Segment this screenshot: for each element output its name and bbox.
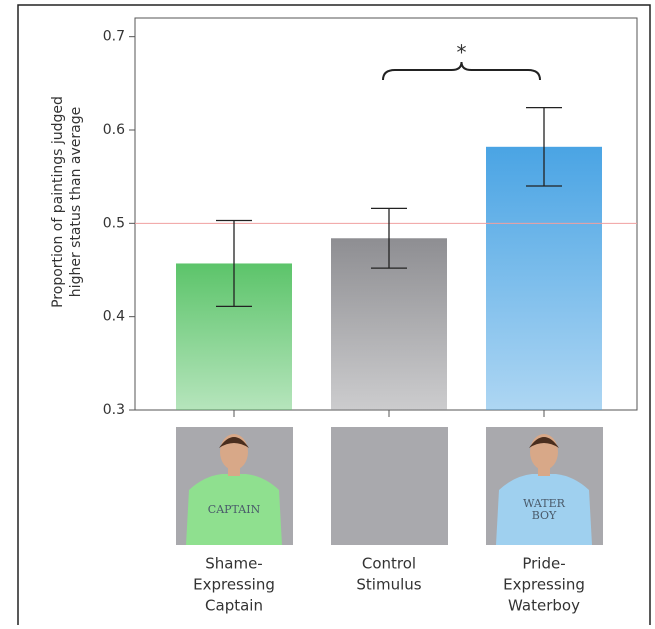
chart: 0.3 0.4 0.5 0.6 0.7 Proportion of paintings j…	[0, 0, 655, 625]
y-axis-label: Proportion of paintings judged	[50, 96, 66, 308]
x-tick-label: Control	[362, 555, 416, 573]
x-tick-label: Expressing	[193, 576, 275, 594]
y-tick-label: 0.4	[103, 309, 125, 325]
x-tick-label: Stimulus	[356, 576, 421, 594]
y-tick-label: 0.7	[103, 29, 125, 45]
x-tick-label: Pride-	[522, 555, 565, 573]
y-tick-label: 0.6	[103, 122, 125, 138]
photo-text: CAPTAIN	[208, 503, 261, 516]
y-tick-label: 0.5	[103, 215, 125, 231]
photo-text: BOY	[532, 509, 557, 522]
x-tick-label: Expressing	[503, 576, 585, 594]
photo-neck	[538, 468, 550, 476]
x-tick-label: Shame-	[205, 555, 262, 573]
x-tick-label: Captain	[205, 597, 263, 615]
significance-bracket	[383, 62, 540, 80]
y-axis-label: higher status than average	[68, 107, 84, 297]
photo	[331, 427, 448, 545]
significance-label: *	[457, 41, 467, 65]
y-tick-label: 0.3	[103, 402, 125, 418]
x-tick-label: Waterboy	[508, 597, 580, 615]
photo-neck	[228, 468, 240, 476]
